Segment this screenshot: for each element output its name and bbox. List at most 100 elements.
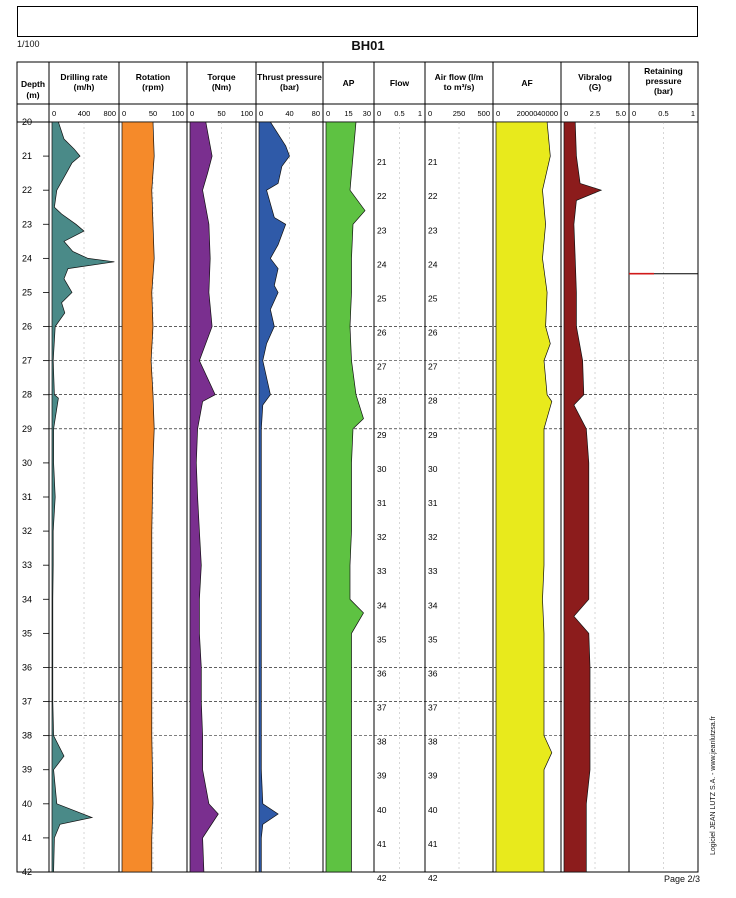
track-header-label: (Nm) [212, 82, 232, 92]
track-tick-label: 0 [428, 109, 432, 118]
depth-tick-label: 28 [22, 390, 32, 400]
track-header-label: pressure [646, 76, 682, 86]
depth-tick-label: 29 [22, 424, 32, 434]
track-tick-label: 0 [496, 109, 500, 118]
depth-tick-label: 40 [22, 799, 32, 809]
flow-depth-label: 21 [377, 157, 387, 167]
depth-tick-label: 41 [22, 833, 32, 843]
flow-depth-label: 40 [377, 805, 387, 815]
depth-tick-label: 30 [22, 458, 32, 468]
track-header-label: (bar) [654, 86, 673, 96]
track-tick-label: 0 [377, 109, 381, 118]
airflow-depth-label: 29 [428, 430, 438, 440]
flow-depth-label: 26 [377, 328, 387, 338]
airflow-depth-label: 28 [428, 396, 438, 406]
flow-depth-label: 33 [377, 566, 387, 576]
track-curve-fill [189, 121, 219, 873]
depth-tick-label: 35 [22, 628, 32, 638]
airflow-depth-label: 33 [428, 566, 438, 576]
track-tick-label: 20000 [517, 109, 538, 118]
track-tick-label: 0 [122, 109, 126, 118]
track-tick-label: 0 [564, 109, 568, 118]
depth-tick-label: 22 [22, 185, 32, 195]
chart-title: BH01 [351, 38, 385, 53]
track-tick-label: 50 [149, 109, 157, 118]
track-curve-fill [258, 121, 290, 873]
flow-depth-label: 30 [377, 464, 387, 474]
track-curve-fill [325, 121, 366, 873]
airflow-depth-label: 31 [428, 498, 438, 508]
track-curve-fill [563, 121, 603, 873]
track-tick-label: 15 [344, 109, 352, 118]
track-tick-label: 250 [453, 109, 466, 118]
chart-frame [16, 61, 699, 873]
scale-label: 1/100 [17, 39, 40, 49]
header-box [17, 6, 698, 37]
track-header-label: (rpm) [142, 82, 164, 92]
depth-axis-label: Depth [21, 79, 45, 89]
flow-depth-label: 37 [377, 703, 387, 713]
depth-tick-label: 27 [22, 356, 32, 366]
flow-depth-label: 39 [377, 771, 387, 781]
track-header-label: Flow [390, 78, 410, 88]
depth-tick-label: 36 [22, 662, 32, 672]
depth-tick-label: 34 [22, 594, 32, 604]
track-tick-label: 100 [171, 109, 184, 118]
depth-axis-unit: (m) [26, 90, 39, 100]
track-tick-label: 0 [259, 109, 263, 118]
airflow-depth-label: 26 [428, 328, 438, 338]
track-curve-fill [495, 121, 553, 873]
track-tick-label: 1 [418, 109, 422, 118]
track-header-label: Drilling rate [60, 72, 108, 82]
track-tick-label: 500 [477, 109, 490, 118]
depth-tick-label: 42 [22, 867, 32, 877]
depth-tick-label: 33 [22, 560, 32, 570]
track-header-label: Air flow (l/m [435, 72, 484, 82]
track-header-label: to m³/s) [444, 82, 475, 92]
track-header-label: (bar) [280, 82, 299, 92]
track-tick-label: 1 [691, 109, 695, 118]
depth-tick-label: 32 [22, 526, 32, 536]
flow-depth-label: 23 [377, 225, 387, 235]
track-curve-fill [51, 121, 115, 873]
track-header-label: Torque [207, 72, 235, 82]
track-tick-label: 5.0 [616, 109, 626, 118]
flow-depth-label: 41 [377, 839, 387, 849]
depth-tick-label: 31 [22, 492, 32, 502]
airflow-depth-label: 40 [428, 805, 438, 815]
depth-tick-label: 38 [22, 731, 32, 741]
flow-depth-label: 32 [377, 532, 387, 542]
track-header-label: (G) [589, 82, 601, 92]
airflow-depth-label: 25 [428, 293, 438, 303]
track-header-label: (m/h) [74, 82, 95, 92]
track-tick-label: 800 [103, 109, 116, 118]
track-tick-label: 0.5 [394, 109, 404, 118]
airflow-depth-label: 27 [428, 362, 438, 372]
flow-depth-label: 29 [377, 430, 387, 440]
flow-depth-label: 35 [377, 634, 387, 644]
track-tick-label: 40 [285, 109, 293, 118]
flow-depth-label: 42 [377, 873, 387, 883]
track-header-label: Rotation [136, 72, 170, 82]
track-header-label: AP [343, 78, 355, 88]
depth-tick-label: 21 [22, 151, 32, 161]
depth-tick-label: 37 [22, 697, 32, 707]
airflow-depth-label: 22 [428, 191, 438, 201]
track-tick-label: 0 [190, 109, 194, 118]
airflow-depth-label: 41 [428, 839, 438, 849]
airflow-depth-label: 34 [428, 600, 438, 610]
airflow-depth-label: 32 [428, 532, 438, 542]
flow-depth-label: 34 [377, 600, 387, 610]
airflow-depth-label: 36 [428, 668, 438, 678]
airflow-depth-label: 35 [428, 634, 438, 644]
airflow-depth-label: 37 [428, 703, 438, 713]
track-tick-label: 0 [326, 109, 330, 118]
airflow-depth-label: 30 [428, 464, 438, 474]
track-tick-label: 400 [78, 109, 91, 118]
track-header-label: Thrust pressure [257, 72, 322, 82]
track-tick-label: 80 [312, 109, 320, 118]
airflow-depth-label: 38 [428, 737, 438, 747]
airflow-depth-label: 24 [428, 259, 438, 269]
airflow-depth-label: 23 [428, 225, 438, 235]
